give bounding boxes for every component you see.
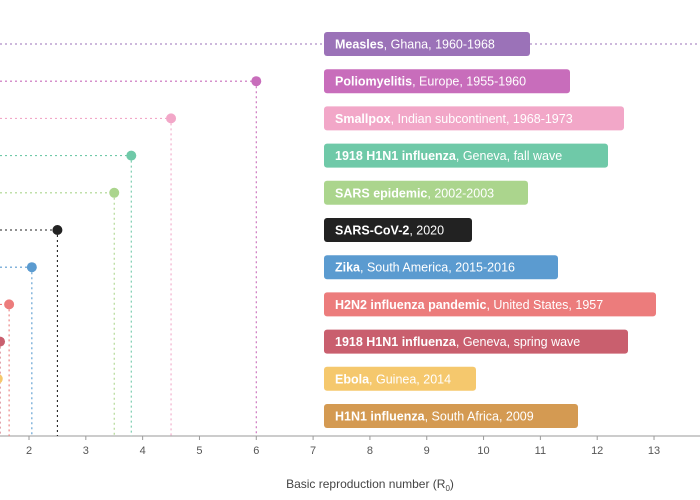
series-label-pill — [324, 32, 530, 56]
data-point — [0, 374, 3, 384]
data-point — [126, 150, 137, 161]
series-label-pill — [324, 143, 608, 168]
series-label-text: Zika, South America, 2015-2016 — [335, 261, 515, 275]
series-label-pill — [324, 404, 578, 428]
series-label-text: Poliomyelitis, Europe, 1955-1960 — [335, 75, 526, 89]
series-label-pill — [324, 292, 656, 317]
x-tick-label: 10 — [477, 445, 489, 457]
data-point — [166, 113, 177, 124]
series-label-text: Measles, Ghana, 1960-1968 — [335, 38, 495, 52]
x-tick-label: 2 — [26, 445, 32, 457]
series-label-pill — [324, 106, 624, 131]
series-label-text: SARS-CoV-2, 2020 — [335, 224, 444, 238]
series-label-text: 1918 H1N1 influenza, Geneva, fall wave — [335, 149, 562, 163]
series-label-pill — [324, 69, 570, 94]
x-tick-label: 5 — [196, 445, 202, 457]
series-label-text: SARS epidemic, 2002-2003 — [335, 186, 494, 200]
data-point — [4, 299, 15, 310]
data-point — [26, 262, 37, 273]
x-tick-label: 9 — [424, 445, 430, 457]
series-label-pill — [324, 180, 528, 205]
series-label-text: H2N2 influenza pandemic, United States, … — [335, 298, 603, 312]
series-label-text: 1918 H1N1 influenza, Geneva, spring wave — [335, 335, 580, 349]
series-label-text: H1N1 influenza, South Africa, 2009 — [335, 410, 534, 424]
series-label-pill — [324, 329, 628, 354]
data-point — [52, 225, 63, 235]
data-point — [251, 76, 262, 87]
x-tick-label: 12 — [591, 445, 603, 457]
x-tick-label: 13 — [648, 445, 660, 457]
x-tick-label: 3 — [83, 445, 89, 457]
series-label-pill — [324, 366, 476, 391]
x-tick-label: 8 — [367, 445, 373, 457]
data-point — [109, 187, 120, 198]
series-label-text: Smallpox, Indian subcontinent, 1968-1973 — [335, 112, 573, 126]
x-tick-label: 11 — [535, 445, 546, 457]
x-tick-label: 7 — [310, 445, 316, 457]
series-label-text: Ebola, Guinea, 2014 — [335, 372, 451, 386]
series-label-pill — [324, 255, 558, 280]
data-point — [0, 336, 6, 347]
x-axis-title: Basic reproduction number (R0) — [286, 477, 454, 493]
series-label-pill — [324, 218, 472, 242]
x-tick-label: 6 — [253, 445, 259, 457]
x-tick-label: 4 — [140, 445, 146, 457]
